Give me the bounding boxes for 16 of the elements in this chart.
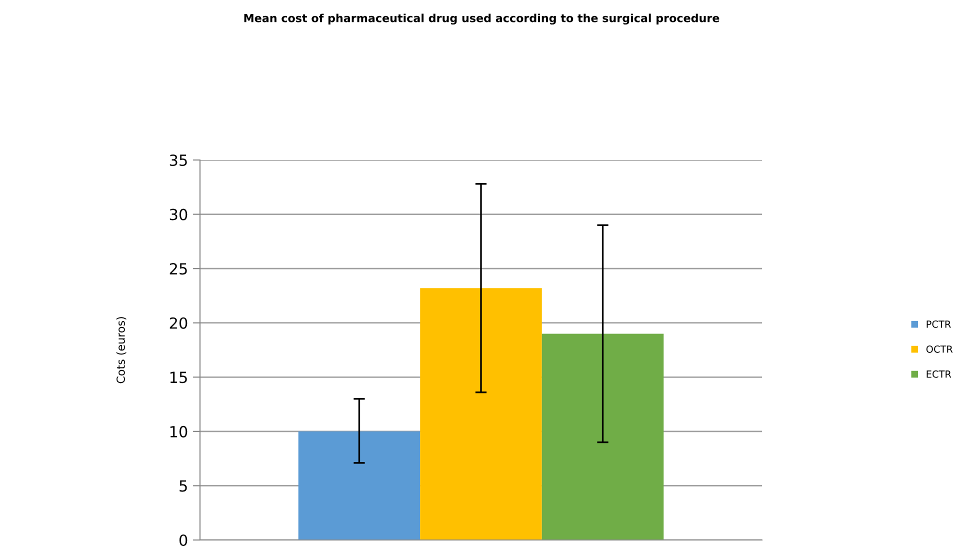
y-tick-label: 5 bbox=[180, 480, 187, 492]
bar bbox=[542, 334, 664, 540]
y-tick-label: 15 bbox=[170, 372, 187, 384]
bar bbox=[420, 288, 542, 540]
legend-label: OCTR bbox=[926, 345, 953, 353]
y-tick-label: 0 bbox=[179, 534, 188, 546]
y-tick-label: 30 bbox=[170, 208, 188, 220]
y-tick-label: 35 bbox=[170, 154, 187, 166]
y-tick-label: 25 bbox=[170, 263, 187, 275]
chart-title: Mean cost of pharmaceutical drug used according to the surgical procedure bbox=[244, 14, 720, 25]
bar bbox=[298, 431, 420, 540]
y-tick-label: 20 bbox=[170, 317, 188, 329]
legend-label: PCTR bbox=[926, 320, 951, 328]
legend-label: ECTR bbox=[926, 370, 952, 378]
y-tick-label: 10 bbox=[170, 426, 188, 438]
y-axis-title: Cots (euros) bbox=[116, 317, 126, 384]
